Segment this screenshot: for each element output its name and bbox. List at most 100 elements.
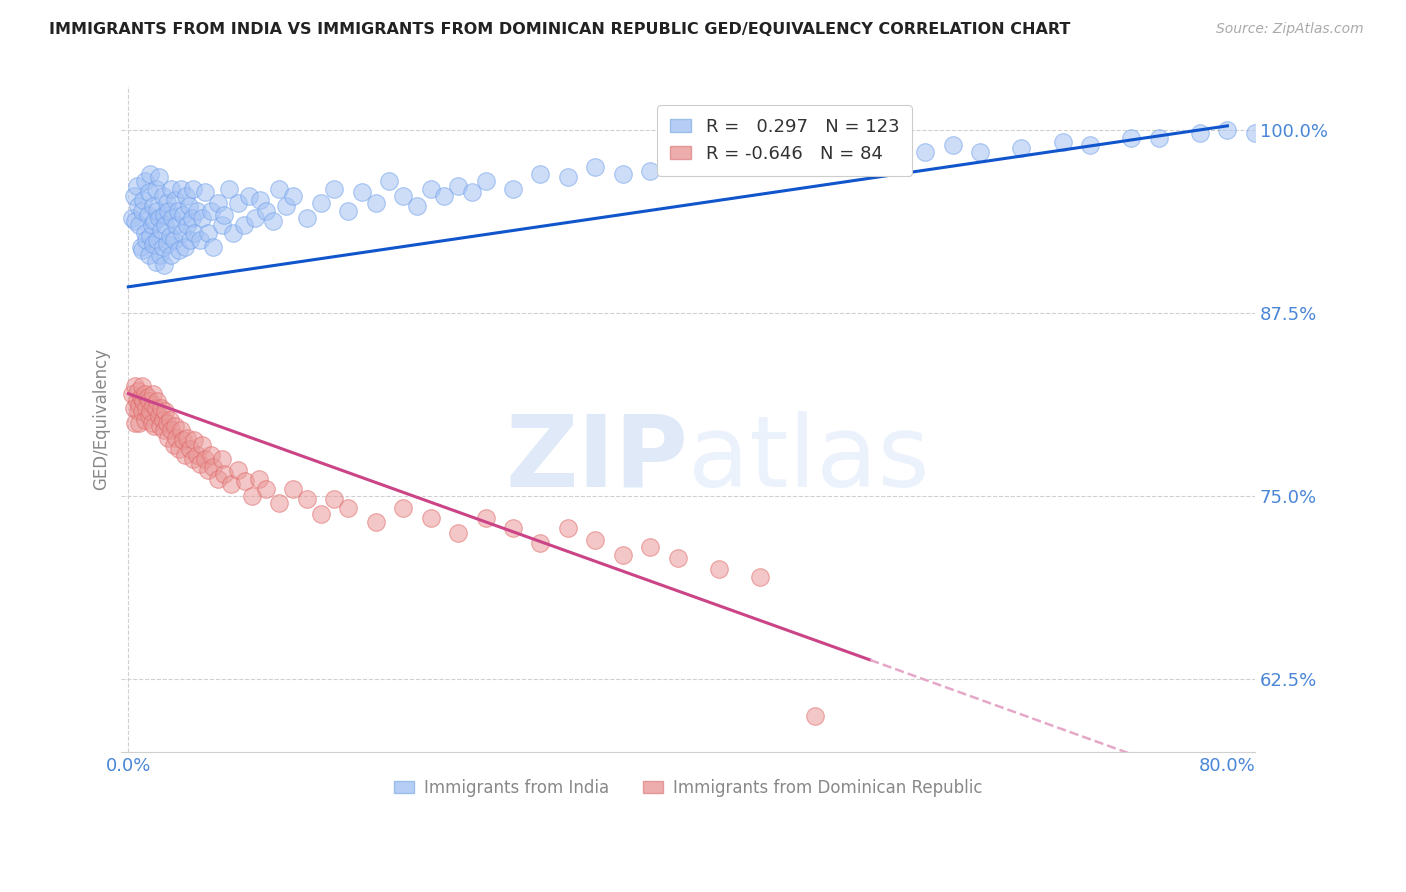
Point [433,189,456,203]
Point [214,208,236,222]
Point [125,178,148,193]
Point [202,240,225,254]
Point [160,423,183,437]
Point [583,533,606,547]
Point [146,394,169,409]
Point [188,457,211,471]
Point [176,431,198,445]
Point [166,203,188,218]
Point [170,226,193,240]
Point [640,541,662,555]
Point [142,237,165,252]
Point [378,174,401,188]
Point [557,170,579,185]
Point [666,160,689,174]
Point [142,199,165,213]
Point [183,434,205,448]
Point [155,404,177,418]
Point [557,521,579,535]
Point [222,226,245,240]
Point [419,511,441,525]
Text: atlas: atlas [688,410,929,508]
Point [269,496,291,510]
Point [127,404,149,418]
Point [249,194,271,208]
Point [156,237,179,252]
Point [128,398,150,412]
Point [1299,292,1322,306]
Point [146,203,169,218]
Point [145,182,167,196]
Point [136,390,159,404]
Point [181,452,204,467]
Point [188,233,211,247]
Point [283,189,305,203]
Point [214,467,236,482]
Point [392,189,415,203]
Point [1271,120,1294,135]
Point [1052,135,1074,149]
Point [529,167,551,181]
Point [167,244,190,258]
Point [131,379,153,393]
Point [129,240,152,254]
Point [831,150,853,164]
Point [181,182,204,196]
Point [160,182,183,196]
Point [134,413,156,427]
Point [240,489,263,503]
Point [1078,137,1101,152]
Point [447,525,470,540]
Point [132,394,155,409]
Point [191,211,214,225]
Point [132,194,155,208]
Point [128,219,150,233]
Point [207,196,229,211]
Point [337,203,360,218]
Y-axis label: GED/Equivalency: GED/Equivalency [93,348,110,491]
Point [502,182,524,196]
Point [269,182,291,196]
Point [233,475,256,489]
Point [186,203,208,218]
Point [1285,299,1308,313]
Point [254,203,277,218]
Point [172,434,194,448]
Point [159,413,181,427]
Point [138,409,160,423]
Point [135,401,157,416]
Point [309,196,332,211]
Point [419,182,441,196]
Point [153,423,176,437]
Point [150,401,173,416]
Point [148,211,170,225]
Point [323,182,346,196]
Point [502,521,524,535]
Point [159,228,181,243]
Point [129,390,152,404]
Point [127,384,149,398]
Point [194,185,217,199]
Point [238,189,260,203]
Point [165,431,187,445]
Point [131,203,153,218]
Point [283,482,305,496]
Point [721,155,744,169]
Point [207,471,229,485]
Point [143,214,166,228]
Point [202,459,225,474]
Point [134,174,156,188]
Point [173,448,195,462]
Point [749,569,772,583]
Point [141,416,163,430]
Point [804,708,827,723]
Point [226,463,249,477]
Point [666,550,689,565]
Point [152,240,174,254]
Point [232,219,254,233]
Point [474,511,496,525]
Point [191,438,214,452]
Point [134,226,156,240]
Point [197,463,219,477]
Point [474,174,496,188]
